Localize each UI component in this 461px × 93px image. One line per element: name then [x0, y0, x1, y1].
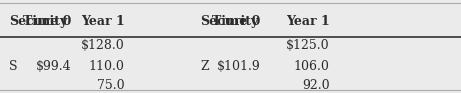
Text: 110.0: 110.0	[89, 60, 124, 73]
Text: Year 1: Year 1	[81, 15, 124, 28]
Text: 106.0: 106.0	[294, 60, 330, 73]
Text: Security: Security	[9, 15, 67, 28]
Text: $101.9: $101.9	[217, 60, 260, 73]
Text: 75.0: 75.0	[97, 79, 124, 92]
Text: S: S	[9, 60, 18, 73]
Text: Year 1: Year 1	[286, 15, 330, 28]
Text: $128.0: $128.0	[81, 39, 124, 52]
Text: $125.0: $125.0	[286, 39, 330, 52]
Text: Time 0: Time 0	[212, 15, 260, 28]
Text: Time 0: Time 0	[23, 15, 71, 28]
Text: $99.4: $99.4	[36, 60, 71, 73]
Text: Z: Z	[201, 60, 209, 73]
Text: Security: Security	[201, 15, 259, 28]
Text: 92.0: 92.0	[302, 79, 330, 92]
